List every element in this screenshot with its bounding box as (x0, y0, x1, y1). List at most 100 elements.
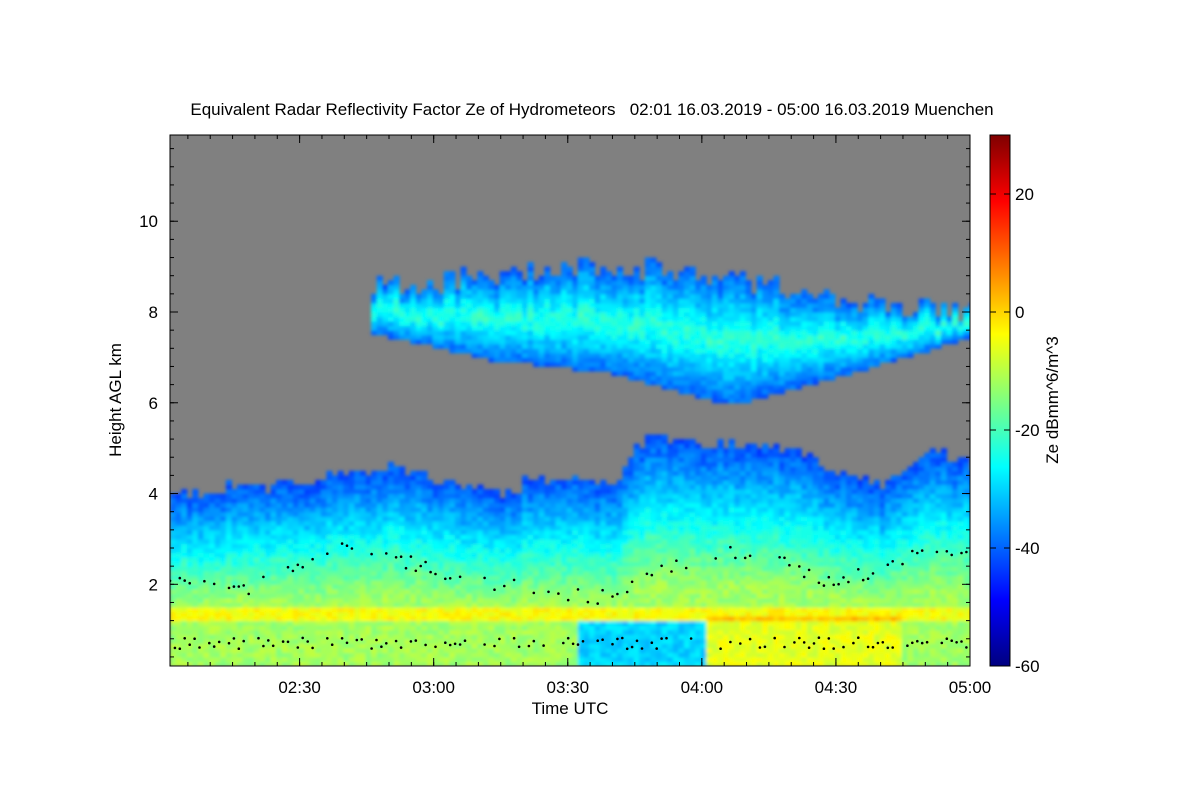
dot-point (301, 636, 305, 640)
dot-point (419, 564, 423, 568)
dot-point (385, 642, 388, 645)
dot-point (729, 545, 732, 549)
dot-point (911, 641, 914, 645)
y-tick-label: 8 (149, 303, 158, 322)
dot-point (778, 556, 781, 559)
dot-point (286, 565, 290, 569)
dot-point (945, 550, 949, 553)
dot-point (301, 565, 305, 569)
dot-point (802, 575, 806, 579)
dot-point (404, 566, 408, 570)
colorbar-gradient (989, 134, 1011, 667)
dot-point (178, 647, 182, 650)
x-tick-label: 03:00 (412, 678, 455, 697)
dot-point (871, 572, 875, 575)
dot-point (852, 641, 855, 645)
dot-point (188, 643, 191, 646)
dot-point (581, 640, 585, 643)
dot-point (827, 575, 831, 579)
dot-point (183, 637, 186, 640)
dot-point (871, 645, 875, 649)
plot-frame (169, 134, 971, 667)
colorbar-tick-label: 20 (1015, 185, 1034, 204)
dot-point (965, 550, 968, 554)
dot-point (212, 582, 216, 586)
x-tick-label: 03:30 (546, 678, 589, 697)
colorbar: -60 -40 -20 0 20 Ze dBmm^6/m^3 (989, 134, 1062, 676)
dot-point (394, 556, 398, 559)
dot-point (227, 586, 231, 590)
dot-point (512, 578, 516, 582)
dot-point (866, 645, 870, 649)
dot-point (675, 559, 678, 562)
dot-point (817, 581, 821, 585)
dot-point (847, 580, 850, 584)
dot-point (340, 637, 344, 640)
dot-point (655, 647, 658, 650)
dot-point (842, 576, 845, 579)
dot-point (434, 572, 437, 576)
dot-point (178, 576, 182, 580)
dot-point (625, 647, 629, 651)
dot-point (920, 641, 924, 645)
dot-point (832, 583, 835, 587)
dot-point (198, 646, 201, 649)
dot-point (326, 552, 329, 555)
dot-point (286, 640, 290, 644)
dot-point (237, 647, 241, 650)
x-tick-label: 02:30 (278, 678, 321, 697)
dot-point (399, 646, 403, 649)
dot-point (247, 592, 250, 596)
dot-point (463, 639, 467, 642)
dot-point (296, 646, 300, 649)
dot-point (242, 584, 245, 587)
dot-point (193, 637, 196, 640)
dot-point (861, 578, 865, 582)
dot-point (807, 646, 811, 649)
dot-point (783, 645, 786, 649)
dot-point (684, 566, 688, 570)
dot-point (798, 636, 801, 640)
dot-point (503, 584, 506, 588)
dot-point (306, 640, 310, 643)
dot-point (935, 550, 939, 554)
plot-area: 02:30 03:00 03:30 04:00 04:30 05:00 2 4 6 8 10 (139, 134, 991, 697)
dot-point (562, 641, 565, 645)
dot-point (267, 639, 270, 642)
dot-point (748, 554, 752, 558)
dot-point (262, 575, 265, 579)
dot-point (183, 579, 186, 582)
dot-point (940, 641, 944, 645)
dot-point (370, 552, 373, 556)
dot-point (448, 643, 452, 647)
dot-point (517, 645, 521, 649)
dot-point (493, 588, 496, 591)
dot-point (350, 547, 354, 550)
dot-point (414, 569, 418, 573)
dot-point (281, 640, 285, 643)
dot-point (807, 568, 811, 572)
chart-title: Equivalent Radar Reflectivity Factor Ze … (190, 100, 993, 119)
dot-point (444, 641, 447, 644)
dot-point (311, 646, 314, 650)
dot-point (424, 560, 427, 564)
dot-point (950, 639, 953, 642)
y-tick-label: 10 (139, 212, 158, 231)
dot-point (296, 563, 300, 567)
dot-point (576, 588, 580, 591)
dot-point (837, 582, 840, 586)
dot-point (370, 647, 373, 650)
dot-point (906, 644, 909, 647)
dot-point (822, 647, 826, 650)
dot-point (857, 568, 860, 571)
dot-point (458, 643, 462, 646)
dot-point (857, 636, 860, 639)
dot-point (714, 557, 717, 560)
dot-point (291, 569, 295, 573)
reflectivity-field (170, 257, 970, 666)
dot-point (188, 581, 191, 585)
dot-point (689, 637, 693, 640)
colorbar-tick-label: -20 (1015, 421, 1040, 440)
dot-point (444, 577, 447, 581)
